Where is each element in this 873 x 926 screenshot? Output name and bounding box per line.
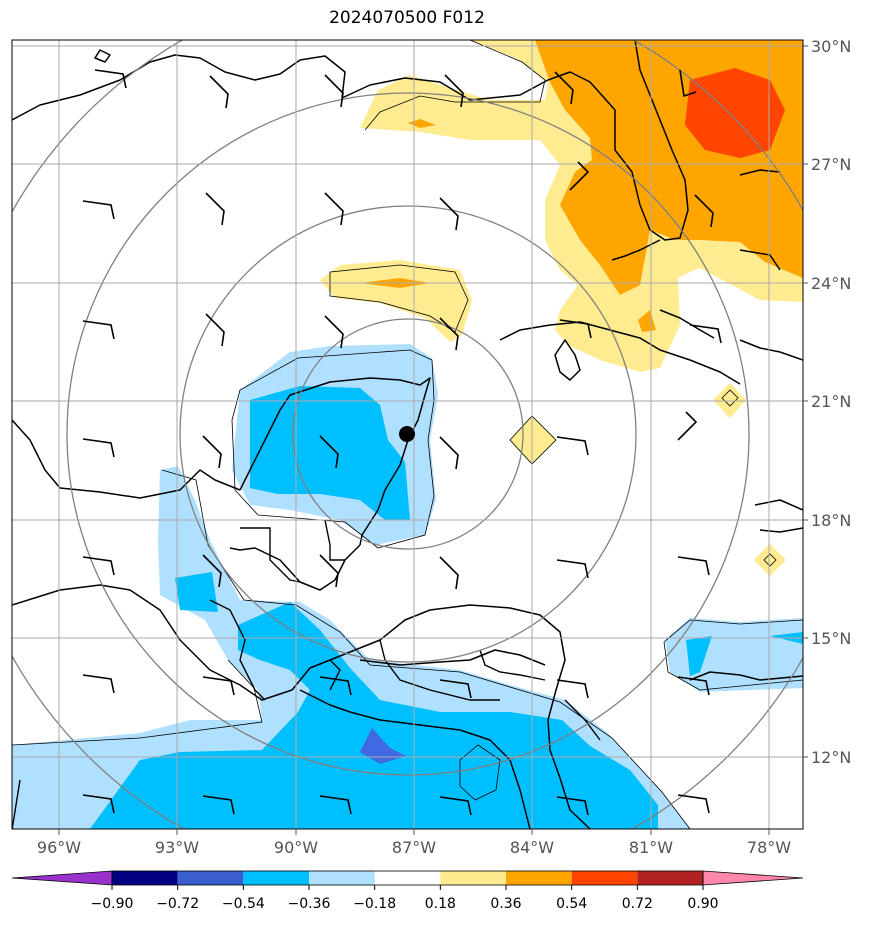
colorbar-extend-high [702, 870, 804, 886]
wind-barb [439, 679, 472, 699]
negative-anomaly-blue-hispaniola [686, 636, 712, 676]
colorbar-segment [571, 871, 638, 885]
colorbar-segment [177, 871, 244, 885]
negative-anomaly-blue-mexico-south [175, 572, 218, 612]
positive-anomaly-diamond-jamaica [754, 544, 786, 576]
map-title: 2024070500 F012 [329, 8, 485, 28]
colorbar-label: 0.90 [687, 896, 718, 912]
wind-barb [556, 679, 589, 699]
lon-tick-label: 78°W [747, 838, 791, 857]
wind-barb [439, 317, 459, 351]
wind-barb [82, 320, 115, 340]
wind-barb [205, 192, 225, 226]
colorbar-label: −0.54 [222, 896, 265, 912]
lon-tick-label: 90°W [274, 838, 318, 857]
wind-barb [82, 794, 115, 814]
colorbar-segment [374, 871, 441, 885]
lon-tick-label: 84°W [510, 838, 554, 857]
colorbar-label: 0.54 [556, 896, 587, 912]
negative-anomaly-light-hispaniola [665, 618, 803, 692]
wind-barb [444, 74, 464, 108]
wind-barb [677, 676, 710, 696]
wind-barb [82, 438, 115, 458]
wind-barb [319, 435, 339, 469]
colorbar-label: −0.18 [353, 896, 396, 912]
wind-barb [689, 324, 722, 344]
wind-barb [202, 435, 222, 469]
wind-barb [82, 556, 115, 576]
wind-barb [202, 676, 235, 696]
wind-barb [439, 556, 459, 590]
lat-tick-label: 18°N [811, 511, 851, 530]
colorbar-segment [440, 871, 506, 885]
colorbar-label: 0.36 [490, 896, 521, 912]
colorbar-segment [112, 871, 178, 885]
wind-barb [82, 674, 115, 694]
wind-barb [569, 161, 590, 191]
wind-barb [554, 71, 574, 105]
wind-barb [209, 75, 229, 109]
colorbar-label: −0.90 [91, 896, 134, 912]
wind-barb [694, 194, 714, 228]
negative-anomaly-blue-central-america [90, 602, 658, 829]
wind-barb [202, 554, 222, 588]
lon-tick-label: 96°W [37, 838, 81, 857]
wind-barb [319, 554, 339, 588]
wind-barb [324, 74, 344, 108]
wind-barb [94, 69, 127, 89]
colorbar-label: −0.36 [288, 896, 331, 912]
wind-barb [679, 69, 697, 98]
wind-barb [439, 197, 459, 231]
lon-tick-label: 87°W [392, 838, 436, 857]
wind-barb [439, 796, 472, 816]
wind-barb [556, 436, 589, 456]
lat-tick-label: 21°N [811, 392, 851, 411]
negative-anomaly-slate-nicaragua [360, 728, 406, 764]
colorbar-label: 0.18 [425, 896, 456, 912]
positive-anomaly-diamond-west-caribbean [510, 416, 556, 464]
wind-barb [559, 319, 592, 339]
lat-tick-label: 24°N [811, 274, 851, 293]
wind-barb [439, 436, 459, 470]
wind-barb [82, 200, 115, 220]
wind-barb [319, 795, 352, 815]
positive-anomaly-yellow-gulf-central [320, 260, 472, 342]
longitude-ticks: 96°W 93°W 90°W 87°W 84°W 81°W 78°W [37, 829, 791, 857]
negative-anomaly-blue-yucatan [250, 386, 410, 520]
wind-barb [205, 313, 225, 347]
wind-barb [556, 796, 589, 816]
colorbar-segment [506, 871, 572, 885]
lon-tick-label: 93°W [155, 838, 199, 857]
wind-barb [677, 411, 698, 441]
colorbar-segment [309, 871, 375, 885]
storm-center-marker [399, 426, 415, 442]
wind-barb [319, 676, 352, 696]
latitude-ticks: 30°N 27°N 24°N 21°N 18°N 15°N 12°N [803, 37, 851, 767]
colorbar-extend-low [11, 870, 113, 886]
lon-tick-label: 81°W [629, 838, 673, 857]
colorbar: −0.90 −0.72 −0.54 −0.36 −0.18 0.18 0.36 0.54 0.7… [11, 870, 804, 912]
wind-barb [324, 315, 344, 349]
range-rings [12, 40, 803, 829]
map-frame [11, 39, 804, 830]
colorbar-segment [243, 871, 309, 885]
positive-anomaly-red-northeast [685, 68, 785, 158]
wind-barb [324, 192, 344, 226]
colorbar-frame [111, 870, 704, 886]
lat-tick-label: 15°N [811, 629, 851, 648]
positive-anomaly-orange-gulf-north [408, 119, 436, 128]
borders [12, 519, 601, 829]
wind-barb [202, 795, 235, 815]
lat-tick-label: 30°N [811, 37, 851, 56]
wind-barb [677, 794, 710, 814]
wind-barb [556, 559, 589, 579]
wind-barbs [82, 69, 722, 816]
colorbar-segment [637, 871, 703, 885]
lat-tick-label: 12°N [811, 748, 851, 767]
wind-barb [677, 556, 710, 576]
colorbar-label: −0.72 [156, 896, 199, 912]
colorbar-label: 0.72 [622, 896, 653, 912]
lat-tick-label: 27°N [811, 155, 851, 174]
